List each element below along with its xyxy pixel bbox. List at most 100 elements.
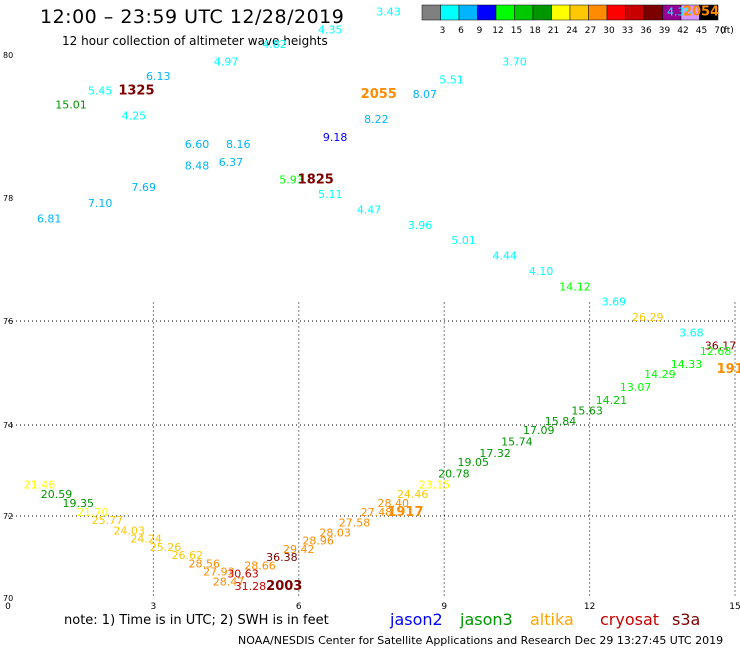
wave-height-point: 28.03 <box>319 527 351 540</box>
wave-height-point: 28.66 <box>244 559 276 572</box>
wave-height-point: 3.43 <box>376 6 401 19</box>
wave-height-point: 6.37 <box>219 156 244 169</box>
colorbar-label: 12 <box>492 26 503 36</box>
wave-height-point: 19.35 <box>63 497 95 510</box>
wave-height-point: 24.03 <box>113 524 145 537</box>
wave-height-point: 5.51 <box>439 74 464 87</box>
y-tick-label: 80 <box>3 51 13 60</box>
wave-height-point: 36.17 <box>705 340 737 353</box>
x-tick-label: 3 <box>151 602 157 612</box>
colorbar-label: 33 <box>622 26 633 36</box>
x-tick-label: 6 <box>296 602 302 612</box>
colorbar-label: 24 <box>566 26 578 36</box>
legend-jason2: jason2 <box>390 610 443 629</box>
y-tick-label: 70 <box>3 594 13 603</box>
wave-height-point: 4.47 <box>357 203 382 216</box>
wave-height-point: 24.24 <box>130 533 162 546</box>
wave-height-point: 14.33 <box>671 358 703 371</box>
wave-height-point: 4.82 <box>262 38 287 51</box>
wave-height-point: 3.68 <box>679 327 704 340</box>
colorbar-legend: 3 6 9 12 15 18 21 24 27 30 33 36 39 42 45 70(ft) <box>421 4 734 36</box>
colorbar-label: 70 <box>714 26 726 36</box>
y-tick-label: 76 <box>3 317 13 326</box>
wave-height-point: 27.58 <box>339 516 371 529</box>
wave-height-point: 27.48 <box>361 506 393 519</box>
wave-height-point: 4.44 <box>493 250 518 263</box>
wave-height-point: 21.46 <box>24 479 56 492</box>
wave-height-point: 14.29 <box>644 368 676 381</box>
wave-height-point: 4.25 <box>122 109 147 122</box>
colorbar-label: 18 <box>529 26 541 36</box>
wave-height-point: 4.38 <box>667 6 692 19</box>
colorbar-label: 30 <box>603 26 615 36</box>
footer-credit: NOAA/NESDIS Center for Satellite Applica… <box>238 634 724 647</box>
legend-altika: altika <box>530 610 574 629</box>
wave-height-point: 31.28 <box>235 580 267 593</box>
x-tick-label: 15 <box>729 602 740 612</box>
colorbar-label: 15 <box>511 26 522 36</box>
wave-height-point: 8.07 <box>413 88 438 101</box>
wave-height-point: 3.96 <box>408 219 433 232</box>
legend-jason3: jason3 <box>460 610 513 629</box>
colorbar-label: 39 <box>659 26 671 36</box>
chart-title: 12:00 – 23:59 UTC 12/28/2019 <box>40 6 345 28</box>
wave-height-point: 8.22 <box>364 113 389 126</box>
wave-height-point: 25.26 <box>150 541 182 554</box>
wave-height-point: 25.77 <box>92 514 124 527</box>
wave-height-point: 21.70 <box>77 506 109 519</box>
wave-height-point: 19.05 <box>458 456 490 469</box>
pass-time-marker: 1917 <box>387 505 423 520</box>
colorbar-label: 3 <box>440 26 446 36</box>
wave-height-point: 20.78 <box>438 467 470 480</box>
wave-height-point: 24.46 <box>397 488 429 501</box>
wave-height-point: 5.93 <box>279 174 304 187</box>
wave-height-point: 5.01 <box>451 234 476 247</box>
wave-height-point: 12.68 <box>700 345 732 358</box>
colorbar-label: 42 <box>677 26 688 36</box>
wave-height-point: 3.70 <box>502 56 527 69</box>
wave-height-point: 13.07 <box>620 381 652 394</box>
colorbar-label: 27 <box>585 26 596 36</box>
wave-height-point: 6.81 <box>37 213 62 226</box>
y-tick-label: 78 <box>3 194 13 203</box>
wave-height-point: 27.93 <box>203 565 235 578</box>
x-tick-label: 9 <box>441 602 447 612</box>
wave-height-point: 4.35 <box>318 24 343 37</box>
pass-time-marker: 2003 <box>266 579 302 594</box>
pass-time-marker: 191 <box>717 362 740 377</box>
colorbar-label: 36 <box>640 26 652 36</box>
wave-height-point: 36.38 <box>266 551 298 564</box>
colorbar-unit: (ft) <box>720 26 734 36</box>
wave-height-point: 28.96 <box>302 535 334 548</box>
wave-height-point: 8.48 <box>185 159 210 172</box>
pass-time-marker: 1825 <box>298 173 334 188</box>
legend-s3a: s3a <box>672 610 701 629</box>
colorbar-label: 6 <box>458 26 464 36</box>
wave-height-point: 17.09 <box>523 424 555 437</box>
wave-height-point: 3.69 <box>602 296 627 309</box>
wave-height-point: 15.01 <box>55 99 87 112</box>
wave-height-point: 8.16 <box>226 138 251 151</box>
pass-time-marker: 1325 <box>118 83 154 98</box>
colorbar-label: 21 <box>548 26 559 36</box>
wave-height-point: 26.62 <box>172 549 204 562</box>
wave-height-point: 26.29 <box>632 311 664 324</box>
wave-height-point: 28.40 <box>378 497 410 510</box>
wave-height-point: 15.74 <box>501 435 533 448</box>
x-tick-label: 0 <box>5 602 11 612</box>
wave-height-point: 15.63 <box>571 405 603 418</box>
wave-height-point: 7.10 <box>88 197 113 210</box>
pass-time-marker: 2055 <box>361 87 397 102</box>
wave-height-point: 4.10 <box>529 265 554 278</box>
wave-height-point: 5.11 <box>318 188 343 201</box>
legend-cryosat: cryosat <box>600 610 660 629</box>
wave-height-point: 28.56 <box>189 557 221 570</box>
y-tick-label: 72 <box>3 512 13 521</box>
wave-height-point: 14.12 <box>559 280 591 293</box>
x-tick-label: 12 <box>584 602 595 612</box>
wave-height-point: 14.21 <box>596 394 628 407</box>
y-tick-label: 74 <box>3 421 13 430</box>
colorbar-label: 9 <box>477 26 483 36</box>
wave-height-point: 29.42 <box>283 543 315 556</box>
